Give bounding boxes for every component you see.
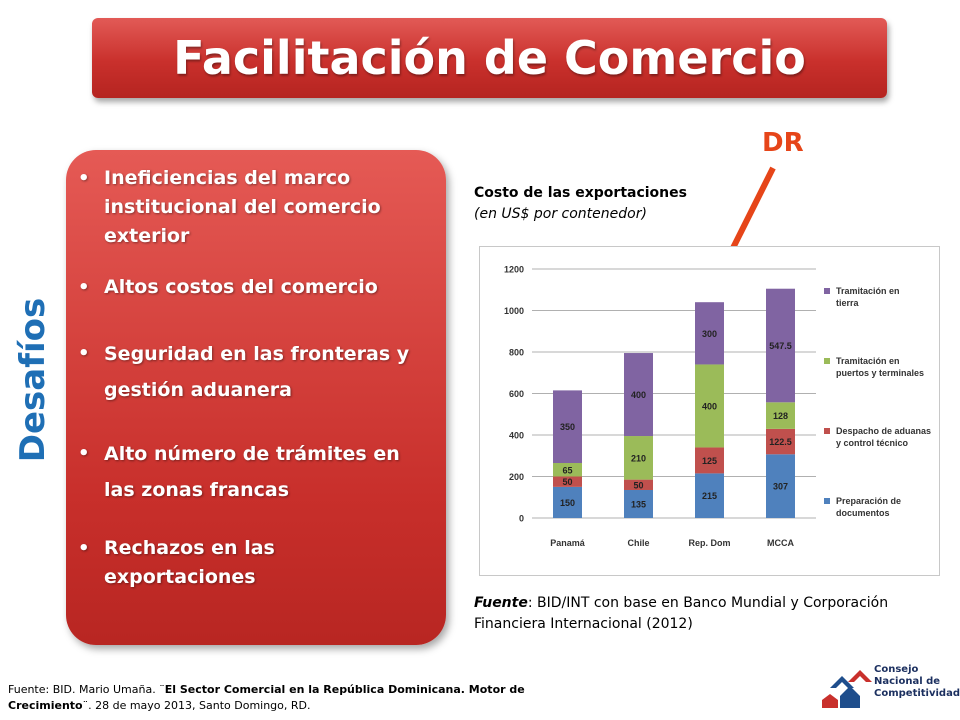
data-label: 350 bbox=[560, 422, 575, 432]
bar-segment bbox=[624, 353, 653, 437]
footnote: Fuente: BID. Mario Umaña. ¨El Sector Com… bbox=[8, 682, 568, 714]
chart-caption: Costo de las exportaciones (en US$ por c… bbox=[474, 183, 687, 225]
bar-segment bbox=[553, 476, 582, 487]
data-label: 50 bbox=[633, 480, 643, 490]
bar-segment bbox=[553, 486, 582, 518]
data-label: 215 bbox=[702, 491, 717, 501]
y-tick-label: 1000 bbox=[504, 306, 524, 316]
data-label: 50 bbox=[562, 477, 572, 487]
bar-segment bbox=[695, 447, 724, 474]
chart-container: 0 200 400 600 800 1000 1200 150 50 65 350 Panamá 135… bbox=[479, 246, 960, 576]
bar-segment bbox=[624, 436, 653, 480]
bar-segment bbox=[695, 302, 724, 365]
data-label: 547.5 bbox=[769, 341, 792, 351]
bar-segment bbox=[695, 473, 724, 518]
y-tick-label: 600 bbox=[509, 389, 524, 399]
side-label-text: Desafíos bbox=[13, 297, 53, 463]
logo-icon bbox=[822, 670, 872, 708]
footnote-bold: El Sector Comercial en la República Domi… bbox=[8, 683, 525, 712]
bullet-item: Rechazos en las exportaciones bbox=[78, 534, 432, 592]
y-tick-label: 200 bbox=[509, 472, 524, 482]
data-label: 135 bbox=[631, 499, 646, 509]
bullet-item: Altos costos del comercio bbox=[78, 273, 432, 302]
data-label: 400 bbox=[702, 401, 717, 411]
bullet-item: Alto número de trámites en las zonas fra… bbox=[78, 436, 432, 508]
data-label: 300 bbox=[702, 329, 717, 339]
data-label: 210 bbox=[631, 453, 646, 463]
footnote-prefix: Fuente: BID. Mario Umaña. ¨ bbox=[8, 683, 165, 696]
bar-segment bbox=[624, 489, 653, 518]
legend-swatch bbox=[824, 428, 830, 434]
chart-caption-line1: Costo de las exportaciones bbox=[474, 185, 687, 201]
data-label: 128 bbox=[773, 411, 788, 421]
data-label: 307 bbox=[773, 482, 788, 492]
page-title: Facilitación de Comercio bbox=[173, 31, 806, 85]
bar-segment bbox=[624, 479, 653, 490]
y-tick-label: 400 bbox=[509, 431, 524, 441]
bar-segment bbox=[553, 390, 582, 464]
bar-segment bbox=[695, 364, 724, 448]
dr-label: DR bbox=[762, 128, 804, 158]
bullet-item: Ineficiencias del marco institucional de… bbox=[78, 164, 432, 251]
bar-segment bbox=[766, 402, 795, 429]
bar-segment bbox=[766, 428, 795, 455]
logo-line: Consejo bbox=[874, 664, 919, 675]
legend-label: Despacho de aduanas y control técnico bbox=[836, 426, 931, 448]
logo-line: Competitividad bbox=[874, 688, 960, 699]
data-label: 150 bbox=[560, 498, 575, 508]
source-text: : BID/INT con base en Banco Mundial y Co… bbox=[474, 595, 889, 632]
logo-line: Nacional de bbox=[874, 676, 941, 687]
legend-label: Preparación de documentos bbox=[836, 496, 901, 518]
x-tick-label: Panamá bbox=[550, 538, 586, 548]
stacked-bar-chart: 0 200 400 600 800 1000 1200 150 50 65 350 Panamá 135… bbox=[479, 246, 940, 576]
x-tick-label: Rep. Dom bbox=[688, 538, 730, 548]
footnote-suffix: ¨. 28 de mayo 2013, Santo Domingo, RD. bbox=[82, 699, 311, 712]
data-label: 65 bbox=[562, 465, 572, 475]
title-banner: Facilitación de Comercio bbox=[92, 18, 887, 98]
y-tick-label: 1200 bbox=[504, 265, 524, 275]
legend-label: Tramitación en puertos y terminales bbox=[836, 356, 924, 378]
data-label: 400 bbox=[631, 390, 646, 400]
challenges-list: Ineficiencias del marco institucional de… bbox=[66, 150, 446, 592]
data-label: 125 bbox=[702, 456, 717, 466]
source-prefix: Fuente bbox=[474, 595, 528, 611]
logo: Consejo Nacional de Competitividad bbox=[820, 662, 960, 720]
side-label: Desafíos bbox=[8, 297, 58, 463]
x-tick-label: MCCA bbox=[767, 538, 794, 548]
legend-swatch bbox=[824, 288, 830, 294]
bar-segment bbox=[766, 288, 795, 403]
y-tick-label: 800 bbox=[509, 348, 524, 358]
chart-source: Fuente: BID/INT con base en Banco Mundia… bbox=[474, 593, 944, 635]
y-tick-label: 0 bbox=[519, 514, 524, 524]
bullet-item: Seguridad en las fronteras y gestión adu… bbox=[78, 336, 432, 408]
legend-swatch bbox=[824, 498, 830, 504]
data-label: 122.5 bbox=[769, 437, 792, 447]
legend-swatch bbox=[824, 358, 830, 364]
legend-label: Tramitación en tierra bbox=[836, 286, 900, 308]
bar-segment bbox=[553, 463, 582, 477]
chart-caption-line2: (en US$ por contenedor) bbox=[474, 206, 647, 222]
x-tick-label: Chile bbox=[627, 538, 649, 548]
challenges-panel: Ineficiencias del marco institucional de… bbox=[66, 150, 446, 645]
bar-segment bbox=[766, 454, 795, 518]
